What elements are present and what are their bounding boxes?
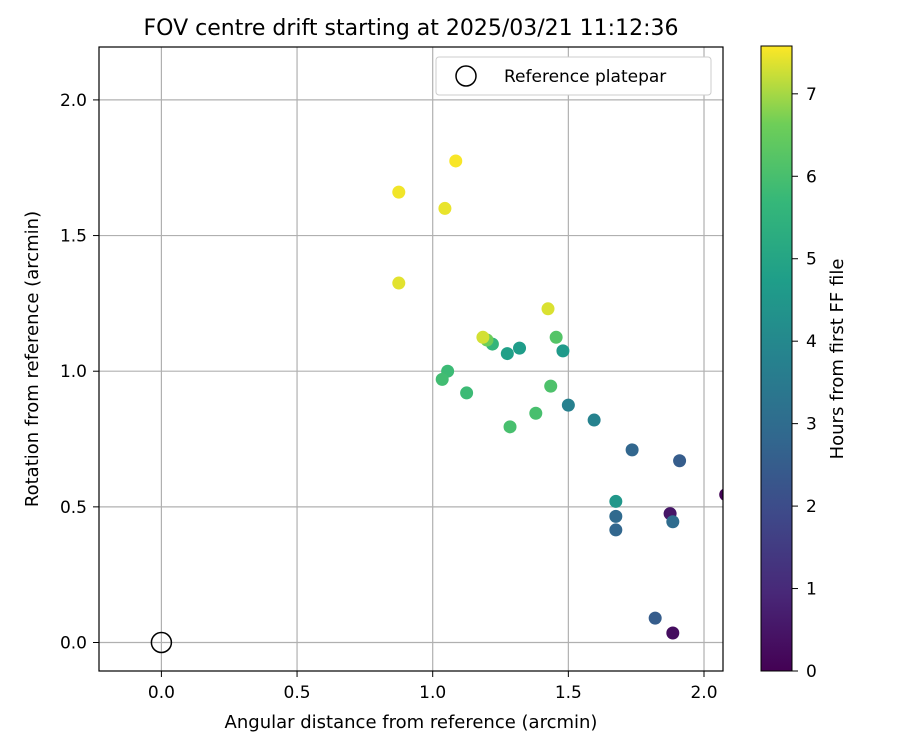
colorbar: 0 1 2 3 4 5 6 7 Hours from first FF file	[760, 45, 848, 682]
data-point	[666, 515, 680, 529]
data-point	[561, 398, 575, 412]
legend-marker	[455, 65, 477, 87]
colorbar-label: Hours from first FF file	[827, 259, 848, 460]
x-tick-label: 2.0	[690, 683, 717, 703]
data-point	[719, 488, 723, 501]
y-tick-label: 2.0	[60, 91, 87, 111]
data-point	[513, 341, 527, 355]
legend: Reference platepar	[435, 56, 712, 96]
data-point	[529, 406, 543, 420]
plot-frame	[98, 46, 724, 672]
x-tick-label: 1.5	[555, 683, 582, 703]
data-point	[666, 626, 680, 640]
data-point	[435, 372, 449, 386]
y-tick-label: 0.5	[60, 498, 87, 518]
data-point	[460, 386, 474, 400]
y-axis-label: Rotation from reference (arcmin)	[22, 211, 43, 507]
data-point	[609, 509, 623, 523]
legend-box	[435, 56, 712, 96]
data-point	[392, 185, 406, 199]
y-tick-label: 0.0	[60, 634, 87, 654]
colorbar-tick-label: 5	[806, 250, 817, 270]
data-point	[609, 494, 623, 508]
colorbar-ticks: 0 1 2 3 4 5 6 7	[792, 85, 817, 682]
data-point	[500, 347, 514, 361]
data-point	[503, 420, 517, 434]
data-point	[438, 201, 452, 215]
colorbar-tick-label: 1	[806, 580, 817, 600]
y-tick-label: 1.0	[60, 362, 87, 382]
data-points	[392, 154, 723, 640]
data-point	[673, 454, 687, 468]
data-point	[625, 443, 639, 457]
data-point	[556, 344, 570, 358]
legend-label: Reference platepar	[504, 67, 666, 87]
colorbar-tick-label: 3	[806, 415, 817, 435]
colorbar-tick-label: 7	[806, 85, 817, 105]
x-axis-ticks: 0.0 0.5 1.0 1.5 2.0	[148, 671, 718, 703]
x-tick-label: 0.5	[284, 683, 311, 703]
data-point	[476, 330, 490, 344]
data-point	[609, 523, 623, 537]
colorbar-tick-label: 0	[806, 662, 817, 682]
data-point	[648, 611, 662, 625]
data-point	[392, 276, 406, 290]
data-point	[544, 379, 558, 393]
grid-lines	[99, 47, 723, 671]
x-axis-label: Angular distance from reference (arcmin)	[225, 712, 598, 733]
data-point	[587, 413, 601, 427]
reference-point	[150, 631, 173, 654]
colorbar-tick-label: 2	[806, 497, 817, 517]
reference-marker	[150, 631, 173, 654]
colorbar-tick-label: 4	[806, 332, 817, 352]
data-point	[449, 154, 463, 168]
chart-title: FOV centre drift starting at 2025/03/21 …	[144, 16, 679, 41]
y-tick-label: 1.5	[60, 227, 87, 247]
colorbar-gradient	[760, 45, 793, 672]
data-point	[541, 302, 555, 316]
x-tick-label: 1.0	[419, 683, 446, 703]
colorbar-tick-label: 6	[806, 167, 817, 187]
y-axis-ticks: 0.0 0.5 1.0 1.5 2.0	[60, 91, 99, 654]
x-tick-label: 0.0	[148, 683, 175, 703]
data-point	[549, 330, 563, 344]
